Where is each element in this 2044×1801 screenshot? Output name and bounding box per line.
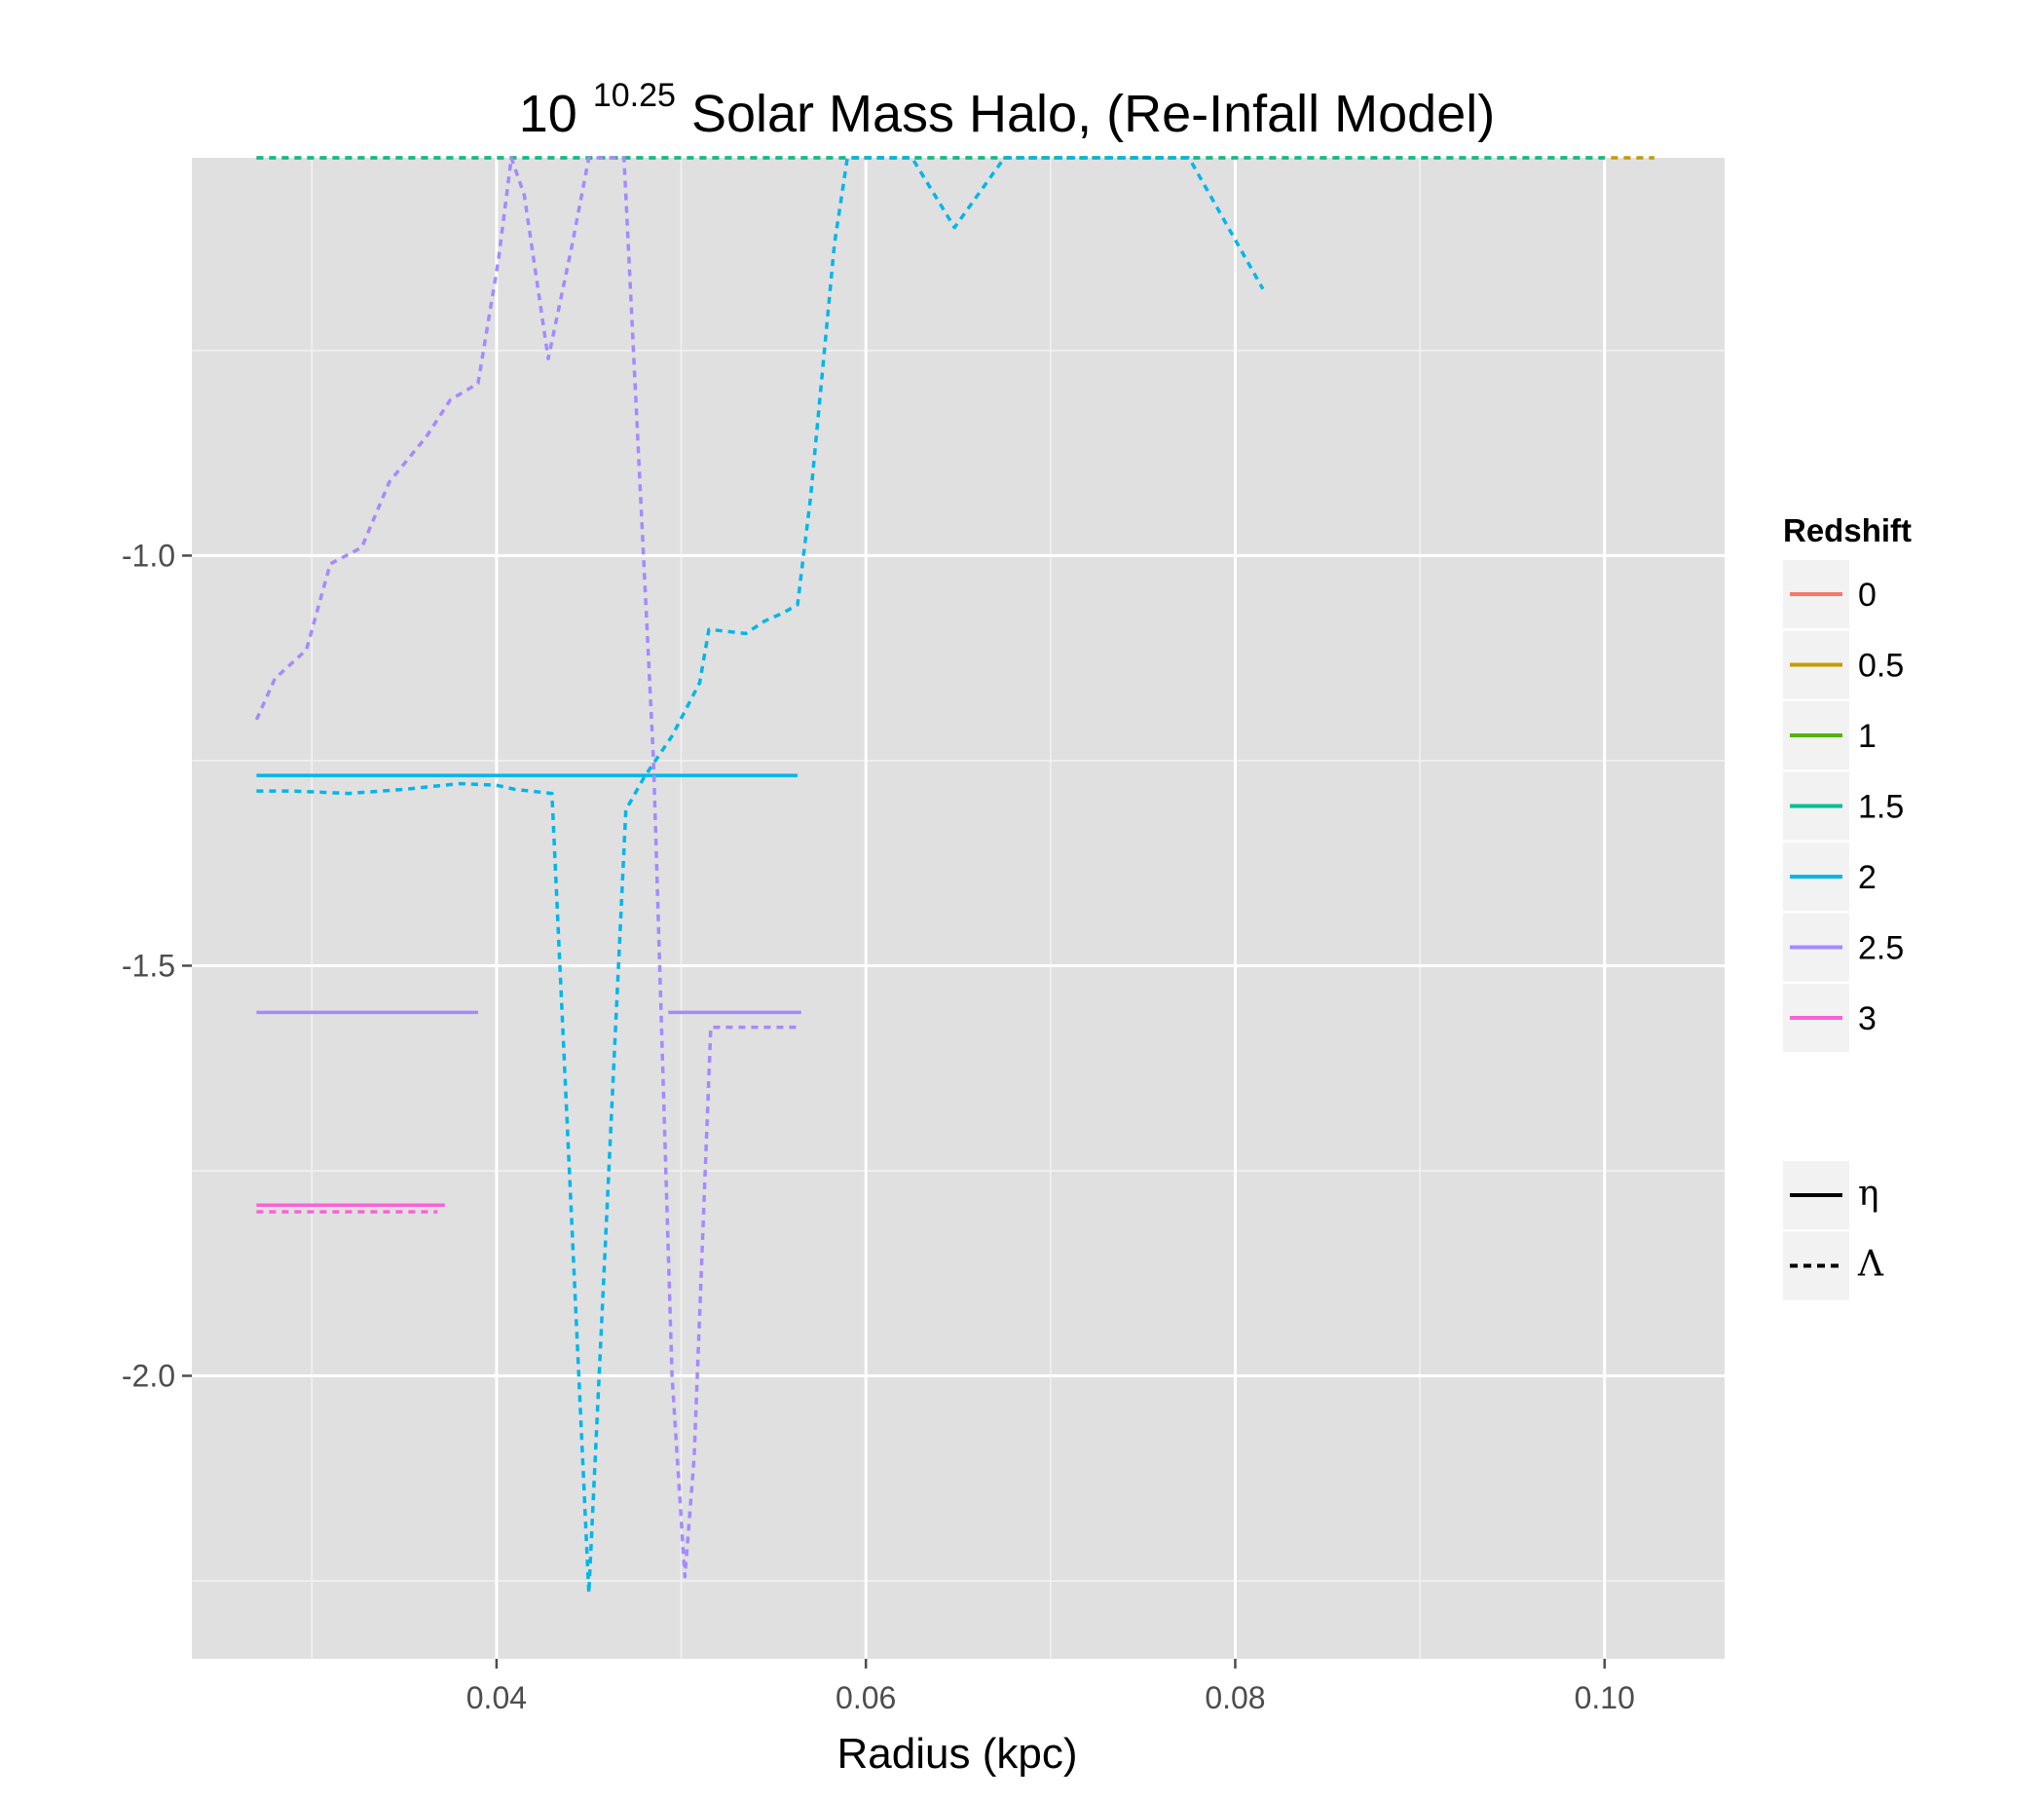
x-tick-label: 0.04: [466, 1680, 527, 1715]
legend-label: 3: [1858, 1000, 1877, 1037]
legend-title: Redshift: [1783, 512, 1912, 548]
legend: Redshift 0 0.5 1 1.5 2 2.5 3 ηΛ: [1783, 512, 1912, 1300]
title-rest: Solar Mass Halo, (Re-Infall Model): [691, 85, 1495, 143]
grid-major: [192, 158, 1725, 1659]
x-axis-label: Radius (kpc): [837, 1730, 1078, 1778]
y-tick-label: -1.0: [122, 538, 175, 573]
x-tick-label: 0.06: [836, 1680, 896, 1715]
y-tick-label: -2.0: [122, 1358, 175, 1393]
x-axis: 0.04 0.06 0.08 0.10: [466, 1659, 1635, 1715]
legend-label: 1: [1858, 718, 1877, 755]
legend-label: Λ: [1857, 1245, 1884, 1285]
series-line-z2.5-dashed: [254, 156, 801, 1579]
grid-minor: [192, 158, 1725, 1659]
legend-label: 0.5: [1858, 648, 1904, 685]
title-exponent: 10.25: [593, 77, 676, 114]
y-tick-label: -1.5: [122, 948, 175, 983]
plot-panel: [192, 158, 1725, 1659]
legend-label: η: [1858, 1174, 1879, 1214]
legend-label: 1.5: [1858, 789, 1904, 826]
series-layer: [254, 156, 1654, 1595]
legend-label: 2: [1858, 859, 1877, 896]
x-tick-label: 0.08: [1205, 1680, 1265, 1715]
x-tick-label: 0.10: [1575, 1680, 1635, 1715]
chart-title: 10 10.25 Solar Mass Halo, (Re-Infall Model…: [519, 77, 1495, 143]
legend-linetype-entries: ηΛ: [1783, 1161, 1884, 1300]
title-base: 10: [519, 85, 577, 143]
y-axis: -1.0 -1.5 -2.0: [122, 538, 192, 1393]
legend-label: 0: [1858, 577, 1877, 614]
legend-label: 2.5: [1858, 930, 1904, 967]
legend-color-entries: 0 0.5 1 1.5 2 2.5 3: [1783, 560, 1904, 1052]
